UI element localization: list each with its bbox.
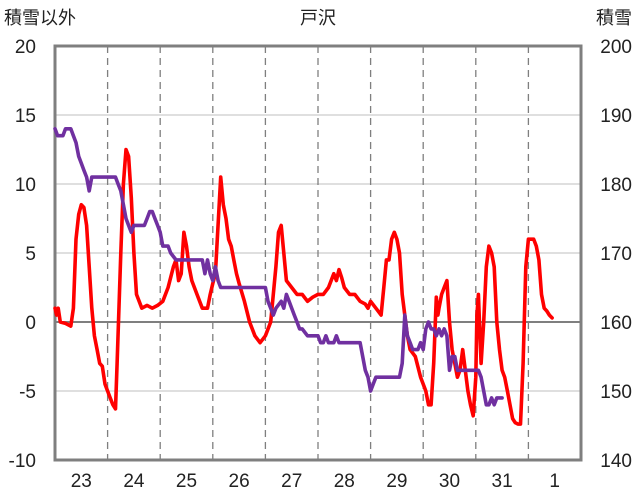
y-tick-left: -10 xyxy=(9,451,36,472)
y-tick-left: -5 xyxy=(19,382,36,403)
x-tick: 27 xyxy=(281,471,302,492)
y-tick-right: 200 xyxy=(600,37,632,58)
x-tick: 25 xyxy=(176,471,197,492)
y-tick-left: 15 xyxy=(15,106,36,127)
left-axis-label: 積雪以外 xyxy=(4,8,76,28)
x-tick: 29 xyxy=(386,471,407,492)
y-tick-right: 180 xyxy=(600,175,632,196)
series-line-snow xyxy=(53,127,504,407)
y-tick-left: 0 xyxy=(25,313,36,334)
y-tick-right: 170 xyxy=(600,244,632,265)
y-tick-right: 190 xyxy=(600,106,632,127)
x-tick: 1 xyxy=(549,471,560,492)
y-tick-right: 160 xyxy=(600,313,632,334)
x-tick: 23 xyxy=(71,471,92,492)
plot-frame xyxy=(53,44,583,462)
axes xyxy=(53,44,583,462)
y-tick-right: 140 xyxy=(600,451,632,472)
y-tick-left: 20 xyxy=(15,37,36,58)
x-tick: 26 xyxy=(229,471,250,492)
labels: 戸沢 積雪以外 積雪 20 15 10 5 0 -5 -10 200 190 180 170 160 1… xyxy=(4,8,632,492)
series xyxy=(53,127,554,426)
y-tick-left: 10 xyxy=(15,175,36,196)
x-tick: 30 xyxy=(439,471,460,492)
series-line-other xyxy=(53,147,554,426)
x-tick: 28 xyxy=(334,471,355,492)
x-tick: 31 xyxy=(492,471,513,492)
x-tick: 24 xyxy=(123,471,145,492)
grid xyxy=(55,46,581,460)
y-tick-right: 150 xyxy=(600,382,632,403)
y-tick-left: 5 xyxy=(25,244,36,265)
right-axis-label: 積雪 xyxy=(596,8,632,28)
title: 戸沢 xyxy=(300,8,336,28)
